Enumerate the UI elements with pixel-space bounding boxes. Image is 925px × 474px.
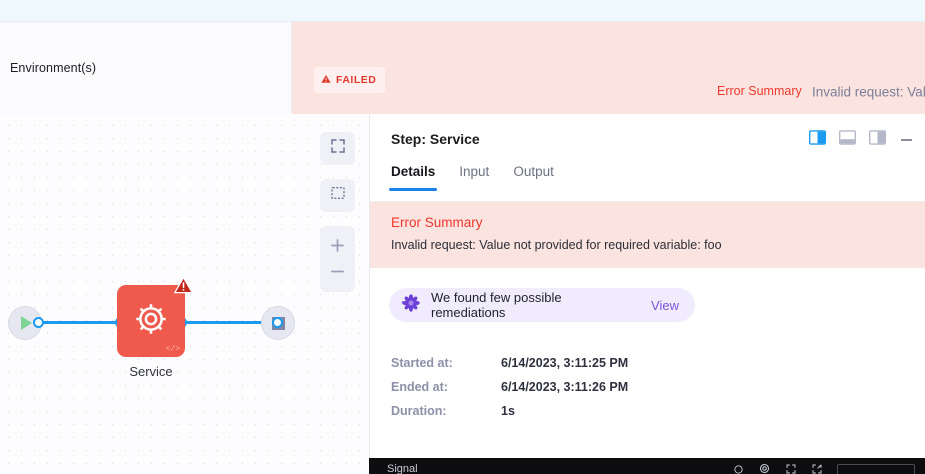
metadata-row: Started at: 6/14/2023, 3:11:25 PM <box>391 356 925 370</box>
top-strip <box>0 0 925 22</box>
play-icon <box>21 316 32 330</box>
bottom-status-bar: Signal <box>369 458 925 474</box>
bottom-bar-field[interactable] <box>837 464 915 474</box>
flow-canvas[interactable]: </> Service <box>0 114 369 474</box>
port-start-out[interactable] <box>33 317 44 328</box>
metadata-key: Duration: <box>391 404 447 418</box>
canvas-controls <box>320 132 355 292</box>
error-banner: FAILED Error Summary Invalid request: Va… <box>292 22 925 114</box>
panel-header: Step: Service <box>370 114 925 164</box>
layout-split-right-button[interactable] <box>809 130 826 150</box>
metadata-row: Ended at: 6/14/2023, 3:11:26 PM <box>391 380 925 394</box>
gear-icon[interactable] <box>758 462 771 474</box>
metadata-value: 6/14/2023, 3:11:26 PM <box>501 380 629 394</box>
edge-service-to-end <box>178 321 278 324</box>
error-summary-message: Invalid request: Value not provided for … <box>391 238 722 252</box>
zoom-in-button[interactable] <box>320 232 355 258</box>
panel-tabs: Details Input Output <box>370 164 925 202</box>
layout-split-left-button[interactable] <box>869 130 886 150</box>
metadata-list: Started at: 6/14/2023, 3:11:25 PM Ended … <box>370 356 925 418</box>
service-node[interactable]: </> <box>117 276 194 357</box>
environment-label: Environment(s) <box>10 61 97 75</box>
tab-output[interactable]: Output <box>513 164 554 179</box>
environment-cell: Environment(s) <box>0 22 292 114</box>
dashed-rectangle-icon <box>330 185 346 206</box>
circle-icon[interactable] <box>733 462 744 474</box>
tab-details[interactable]: Details <box>388 164 438 191</box>
metadata-row: Duration: 1s <box>391 404 925 418</box>
bottom-bar-icons <box>733 462 915 474</box>
minus-icon <box>328 262 347 281</box>
zoom-controls <box>320 226 355 292</box>
tab-input[interactable]: Input <box>459 164 490 179</box>
remediation-banner[interactable]: We found few possible remediations View <box>389 288 695 322</box>
metadata-key: Ended at: <box>391 380 448 394</box>
plus-icon <box>328 236 347 255</box>
banner-error-title: Error Summary <box>717 84 802 98</box>
gear-icon <box>133 301 169 342</box>
panel-title: Step: Service <box>391 131 480 147</box>
bottom-bar-label: Signal <box>387 463 418 474</box>
select-area-button[interactable] <box>320 179 355 212</box>
fit-to-screen-button[interactable] <box>320 132 355 165</box>
expand-brackets-icon <box>330 138 346 159</box>
error-summary-title: Error Summary <box>391 215 483 230</box>
edge-start-to-service <box>38 321 124 324</box>
metadata-value: 6/14/2023, 3:11:25 PM <box>501 356 629 370</box>
status-badge-label: FAILED <box>336 74 377 86</box>
banner-error-message: Invalid request: Value not provided for … <box>812 84 925 100</box>
panel-layout-controls <box>809 130 913 150</box>
zoom-out-button[interactable] <box>320 258 355 284</box>
warning-triangle-icon <box>321 71 331 89</box>
layout-bottom-button[interactable] <box>839 130 856 150</box>
code-glyph-icon: </> <box>165 345 180 354</box>
minimize-icon <box>900 139 912 141</box>
error-summary-block: Error Summary Invalid request: Value not… <box>370 202 925 268</box>
remediation-text: We found few possible remediations <box>431 290 562 320</box>
header-row: Environment(s) FAILED Error Summary Inva… <box>0 22 925 114</box>
details-panel: Step: Service <box>369 114 925 474</box>
metadata-value: 1s <box>501 404 515 418</box>
status-badge: FAILED <box>314 67 386 93</box>
start-node[interactable] <box>8 306 42 340</box>
external-link-icon[interactable] <box>811 462 823 474</box>
port-end-in[interactable] <box>272 317 283 328</box>
expand-icon[interactable] <box>785 462 797 474</box>
ai-sparkle-flower-icon <box>401 293 421 318</box>
minimize-button[interactable] <box>899 139 913 141</box>
warning-triangle-icon <box>173 276 194 300</box>
remediation-view-link[interactable]: View <box>651 297 679 313</box>
service-node-label: Service <box>129 364 173 379</box>
metadata-key: Started at: <box>391 356 453 370</box>
